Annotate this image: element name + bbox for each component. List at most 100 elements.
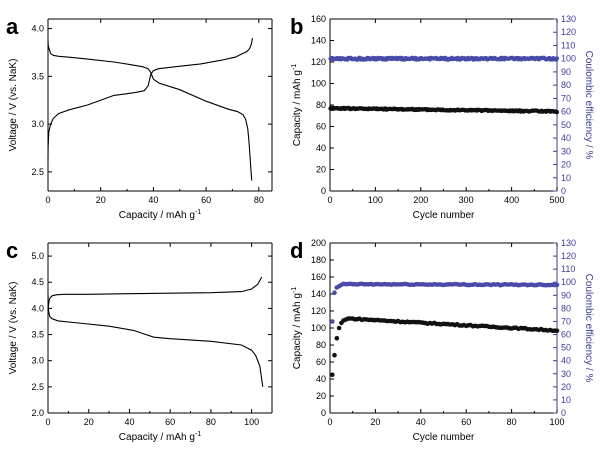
x-tick-label: 100	[244, 417, 259, 427]
y-tick-label: 20	[316, 391, 326, 401]
x-tick-label: 40	[416, 417, 426, 427]
series-line-0	[47, 276, 263, 312]
y-right-tick-label: 20	[561, 160, 571, 170]
chart-panel-b: 0 100 200 300 400 500020406080100120140160010…	[291, 14, 594, 221]
x-tick-label: 60	[165, 417, 175, 427]
y-axis-label-superscript: -1	[291, 287, 298, 293]
y-right-axis-label: Coulombic efficiency / %	[583, 51, 594, 160]
x-tick-label: 100	[549, 417, 564, 427]
ce-point	[330, 319, 335, 324]
capacity-point	[554, 110, 560, 115]
ce-point	[332, 290, 337, 296]
y-tick-label: 20	[316, 165, 326, 175]
y-right-tick-label: 30	[561, 146, 571, 156]
x-tick-label: 0	[327, 417, 332, 427]
series-line-1	[47, 295, 264, 387]
y-right-tick-label: 40	[561, 356, 571, 366]
x-tick-label: 20	[370, 417, 380, 427]
x-tick-label: 60	[201, 195, 211, 205]
x-axis-label-superscript: -1	[195, 431, 201, 438]
y-right-tick-label: 60	[561, 330, 571, 340]
panel-letter-d: d	[290, 238, 303, 263]
x-tick-label: 400	[504, 195, 519, 205]
y-tick-label: 60	[316, 357, 326, 367]
y-tick-label: 2.5	[31, 167, 44, 177]
y-right-axis-label: Coulombic efficiency / %	[583, 274, 594, 383]
y-tick-label: 40	[316, 374, 326, 384]
panel-letter-a: a	[6, 14, 19, 39]
y-axis-label: Capacity / mAh g-1	[291, 64, 303, 146]
y-tick-label: 100	[311, 323, 326, 333]
y-right-tick-label: 50	[561, 120, 571, 130]
x-tick-label: 100	[368, 195, 383, 205]
y-right-tick-label: 0	[561, 186, 566, 196]
y-right-tick-label: 40	[561, 133, 571, 143]
x-axis-label: Cycle number	[413, 432, 475, 443]
y-tick-label: 5.0	[31, 251, 44, 261]
y-tick-label: 120	[311, 57, 326, 67]
y-tick-label: 4.0	[31, 303, 44, 313]
x-tick-label: 20	[96, 195, 106, 205]
y-axis-label-superscript: -1	[291, 64, 298, 70]
y-tick-label: 100	[311, 79, 326, 89]
panel-letter-b: b	[290, 14, 303, 39]
y-right-tick-label: 30	[561, 369, 571, 379]
y-tick-label: 120	[311, 306, 326, 316]
y-right-tick-label: 70	[561, 316, 571, 326]
x-tick-label: 0	[45, 417, 50, 427]
y-right-tick-label: 110	[561, 264, 575, 274]
x-tick-label: 80	[507, 417, 517, 427]
series-line-1	[47, 37, 254, 161]
y-axis-label: Voltage / V (vs. NaK)	[8, 59, 19, 152]
y-right-tick-label: 110	[561, 40, 575, 50]
y-right-tick-label: 20	[561, 382, 571, 392]
x-axis-label: Capacity / mAh g-1	[119, 431, 201, 443]
x-tick-label: 0	[327, 195, 332, 205]
y-tick-label: 2.0	[31, 408, 44, 418]
y-tick-label: 3.5	[31, 330, 44, 340]
y-tick-label: 160	[311, 272, 326, 282]
y-right-tick-label: 80	[561, 303, 571, 313]
y-right-tick-label: 60	[561, 107, 571, 117]
panel-letter-c: c	[6, 238, 18, 263]
x-tick-label: 200	[413, 195, 428, 205]
y-tick-label: 4.5	[31, 277, 44, 287]
y-right-tick-label: 90	[561, 290, 571, 300]
capacity-point	[332, 352, 337, 358]
x-tick-label: 500	[549, 195, 564, 205]
y-right-tick-label: 100	[561, 54, 576, 64]
y-right-tick-label: 80	[561, 80, 571, 90]
y-tick-label: 2.5	[31, 382, 44, 392]
y-tick-label: 3.0	[31, 119, 44, 129]
capacity-point	[330, 372, 335, 378]
x-tick-label: 0	[45, 195, 50, 205]
x-tick-label: 80	[206, 417, 216, 427]
x-tick-label: 300	[459, 195, 474, 205]
x-axis-label: Cycle number	[413, 210, 475, 221]
y-tick-label: 0	[321, 408, 326, 418]
y-right-tick-label: 10	[561, 395, 571, 405]
x-tick-label: 40	[124, 417, 134, 427]
y-right-tick-label: 120	[561, 27, 576, 37]
y-tick-label: 3.0	[31, 356, 44, 366]
x-axis-label: Capacity / mAh g-1	[119, 209, 201, 221]
y-tick-label: 80	[316, 340, 326, 350]
y-right-tick-label: 100	[561, 277, 576, 287]
chart-panel-d: 0 20 40 60 80 1000204060801001201401601802000…	[291, 238, 594, 443]
x-tick-label: 80	[254, 195, 264, 205]
x-tick-label: 60	[461, 417, 471, 427]
y-tick-label: 3.5	[31, 71, 44, 81]
y-tick-label: 180	[311, 255, 326, 265]
y-tick-label: 200	[311, 238, 326, 248]
y-tick-label: 60	[316, 122, 326, 132]
y-tick-label: 40	[316, 143, 326, 153]
x-axis-label-superscript: -1	[195, 209, 201, 216]
capacity-point	[336, 325, 342, 331]
y-tick-label: 80	[316, 100, 326, 110]
y-tick-label: 0	[321, 186, 326, 196]
y-axis-label: Voltage / V (vs. NaK)	[8, 282, 19, 375]
y-right-tick-label: 10	[561, 173, 571, 183]
y-axis-label: Capacity / mAh g-1	[291, 287, 303, 369]
ce-point	[554, 56, 560, 61]
